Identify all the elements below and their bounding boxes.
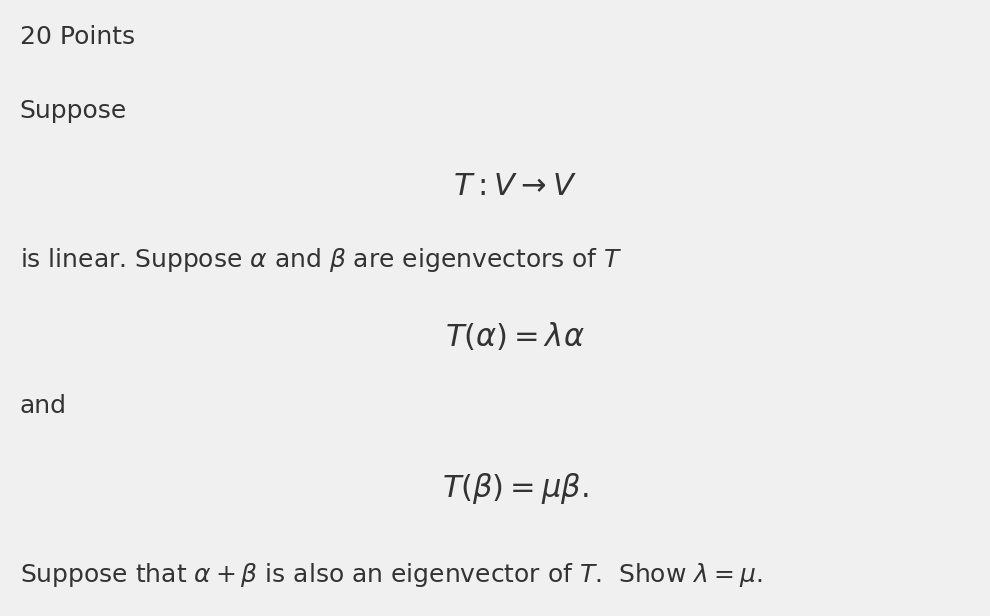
Text: $T(\alpha) = \lambda\alpha$: $T(\alpha) = \lambda\alpha$ <box>445 320 585 352</box>
Text: Suppose: Suppose <box>20 99 127 123</box>
Text: $T:V\rightarrow V$: $T:V\rightarrow V$ <box>453 172 576 201</box>
Text: and: and <box>20 394 66 418</box>
Text: $T(\beta) = \mu\beta.$: $T(\beta) = \mu\beta.$ <box>442 471 588 506</box>
Text: Suppose that $\alpha + \beta$ is also an eigenvector of $T$.  Show $\lambda = \m: Suppose that $\alpha + \beta$ is also an… <box>20 561 762 588</box>
Text: 20 Points: 20 Points <box>20 25 135 49</box>
Text: is linear. Suppose $\alpha$ and $\beta$ are eigenvectors of $T$: is linear. Suppose $\alpha$ and $\beta$ … <box>20 246 623 274</box>
